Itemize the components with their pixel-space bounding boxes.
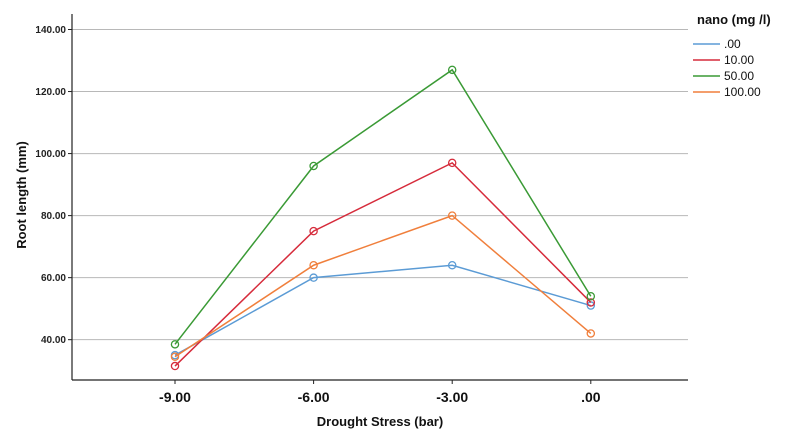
data-point [586, 298, 596, 307]
series-line [174, 264, 592, 356]
series-1 [170, 158, 596, 371]
data-point [170, 352, 180, 361]
data-point [170, 340, 180, 349]
x-axis-title: Drought Stress (bar) [317, 414, 443, 429]
grid-lines [68, 29, 688, 341]
series-3 [170, 211, 596, 361]
data-point [309, 226, 318, 236]
series-line [174, 161, 592, 367]
legend-label: 10.00 [724, 53, 754, 67]
legend-label: .00 [724, 37, 741, 51]
series-layer [170, 65, 596, 371]
series-line [174, 68, 592, 345]
y-tick-labels: 40.00 60.00 80.00 100.00 120.00 140.00 [35, 25, 66, 346]
x-tick-label: -6.00 [298, 389, 330, 405]
data-point [447, 158, 457, 168]
legend-label: 100.00 [724, 85, 761, 99]
x-tick-label: .00 [581, 389, 601, 405]
data-point [586, 292, 596, 301]
y-axis-title: Root length (mm) [14, 141, 29, 249]
y-tick-label: 140.00 [35, 25, 66, 36]
y-tick-label: 80.00 [41, 211, 66, 222]
data-point [447, 65, 457, 75]
legend-title: nano (mg /l) [697, 12, 771, 27]
series-2 [170, 65, 596, 349]
x-tick-label: -3.00 [436, 389, 468, 405]
data-point [447, 260, 457, 270]
data-point [309, 260, 318, 270]
x-tick-label: -9.00 [159, 389, 191, 405]
data-point [309, 161, 318, 171]
data-point [447, 211, 457, 220]
data-point [170, 361, 180, 371]
x-tick-labels: -9.00 -6.00 -3.00 .00 [159, 380, 601, 405]
data-point [309, 273, 318, 282]
y-tick-label: 120.00 [35, 87, 66, 98]
series-0 [170, 260, 596, 360]
y-tick-label: 60.00 [41, 273, 66, 284]
data-point [586, 329, 596, 338]
legend: nano (mg /l) .00 10.00 50.00 100.00 [693, 12, 771, 99]
series-line [174, 214, 592, 358]
legend-label: 50.00 [724, 69, 754, 83]
y-tick-label: 100.00 [35, 149, 66, 160]
y-tick-label: 40.00 [41, 335, 66, 346]
